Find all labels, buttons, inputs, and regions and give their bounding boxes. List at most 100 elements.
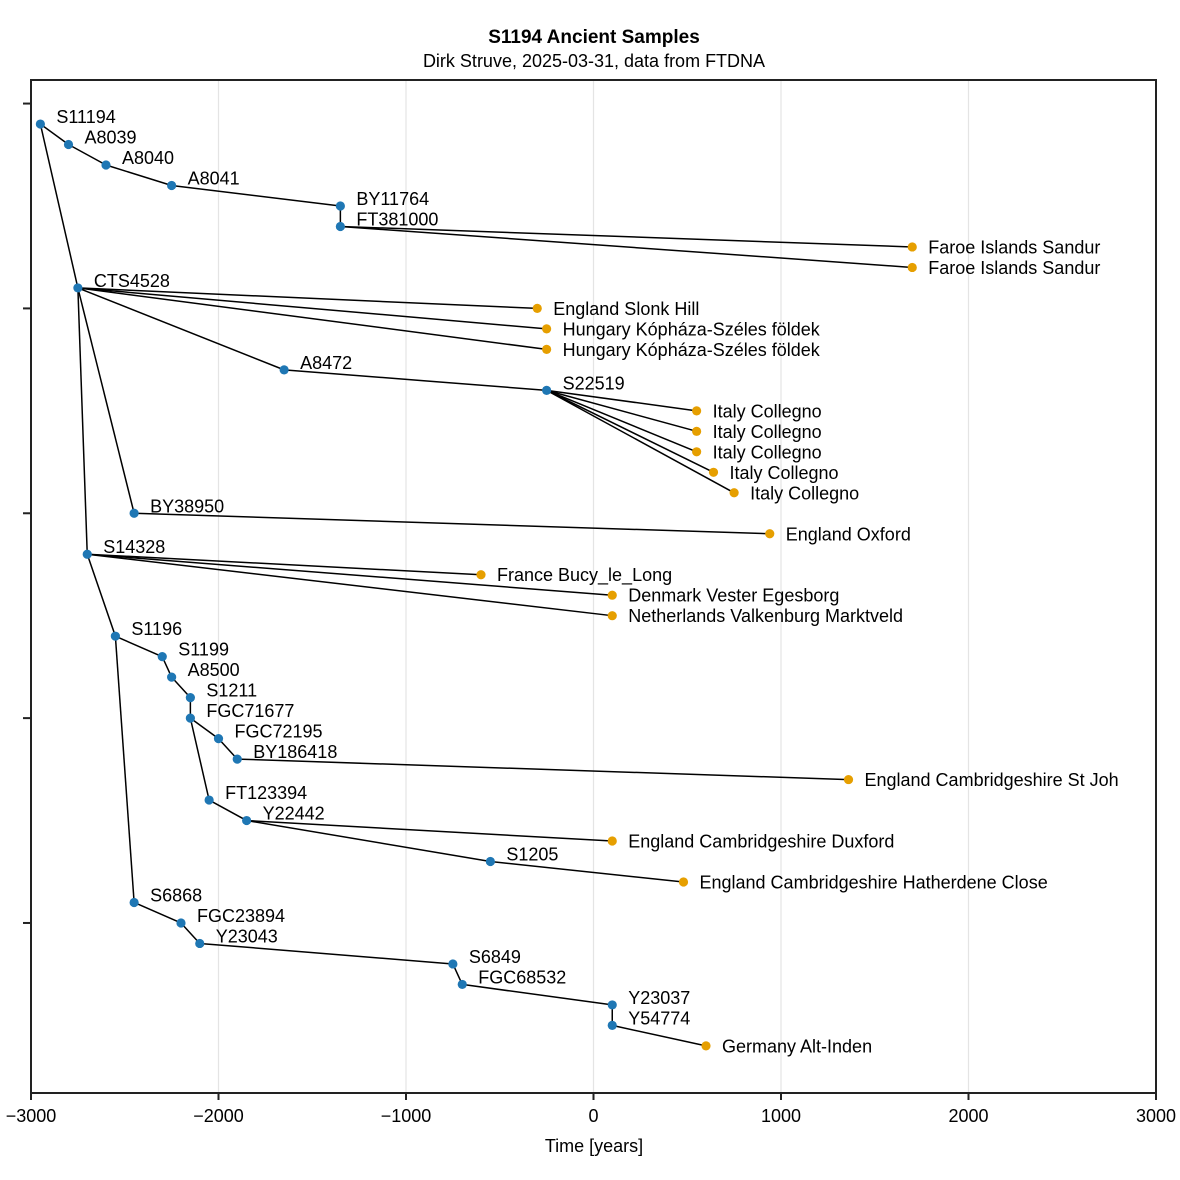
haplogroup-point: [82, 549, 92, 559]
sample-point: [678, 877, 689, 887]
sample-point: [708, 467, 719, 477]
sample-point: [843, 774, 854, 785]
tree-edge: [189, 717, 210, 801]
tree-edge: [77, 287, 547, 351]
haplogroup-point: [195, 938, 205, 949]
tree-edge: [115, 635, 163, 658]
haplogroup-point: [110, 631, 120, 641]
haplogroup-point: [35, 119, 45, 129]
haplogroup-label: A8500: [188, 660, 240, 680]
x-tick-label: 3000: [1136, 1106, 1176, 1126]
haplogroup-point: [185, 693, 195, 703]
sample-label: England Cambridgeshire Duxford: [628, 832, 894, 852]
tree-edge: [105, 164, 172, 187]
haplogroup-point: [335, 221, 345, 232]
sample-label: Faroe Islands Sandur: [928, 237, 1100, 257]
haplogroup-point: [242, 815, 252, 826]
tree-edge: [284, 369, 547, 392]
sample-point: [532, 303, 542, 314]
x-axis-label: Time [years]: [545, 1136, 643, 1156]
tree-nodes: [35, 119, 917, 1051]
haplogroup-point: [73, 283, 83, 293]
haplogroup-point: [167, 180, 177, 191]
haplogroup-label: Y22442: [263, 804, 325, 824]
haplogroup-label: S1211: [206, 681, 257, 701]
tree-edge: [77, 287, 547, 330]
tree-edge: [114, 636, 135, 903]
sample-label: England Slonk Hill: [553, 299, 699, 319]
haplogroup-label: S6868: [150, 885, 202, 905]
haplogroup-label: BY11764: [356, 189, 429, 209]
haplogroup-point: [185, 713, 195, 723]
haplogroup-label: S11194: [56, 107, 115, 127]
tree-edge: [246, 819, 491, 863]
haplogroup-point: [279, 365, 289, 375]
haplogroup-point: [176, 918, 186, 928]
haplogroup-label: FGC72195: [235, 722, 323, 742]
sample-point: [692, 447, 702, 457]
sample-label: Hungary Kópháza-Széles földek: [563, 319, 821, 339]
tree-edge: [546, 389, 697, 433]
x-tick-label: 0: [588, 1106, 598, 1126]
tree-edge: [87, 553, 613, 596]
haplogroup-label: S14328: [103, 537, 165, 557]
sample-label: Italy Collegno: [750, 483, 859, 503]
y-axis-ticks: [23, 102, 31, 924]
haplogroup-label: S1196: [131, 619, 182, 639]
sample-point: [701, 1041, 711, 1051]
haplogroup-label: FGC71677: [206, 701, 294, 721]
sample-label: Denmark Vester Egesborg: [628, 586, 839, 606]
sample-label: Italy Collegno: [713, 401, 822, 421]
haplogroup-label: S6849: [469, 947, 521, 967]
tree-edge: [77, 287, 135, 514]
x-gridlines: [217, 80, 970, 1093]
haplogroup-label: A8039: [85, 128, 137, 148]
tree-edge: [546, 389, 735, 494]
haplogroup-label: CTS4528: [94, 271, 170, 291]
haplogroup-point: [204, 795, 214, 805]
tree-edge: [87, 553, 613, 617]
haplogroup-label: BY186418: [253, 742, 337, 762]
sample-label: Italy Collegno: [730, 463, 839, 483]
haplogroup-point: [167, 672, 177, 682]
sample-label: England Cambridgeshire St Joh: [865, 770, 1119, 790]
tree-edge: [490, 860, 684, 883]
tree-edge: [462, 983, 613, 1006]
tree-edge: [546, 389, 714, 473]
tree-edge: [133, 901, 182, 924]
haplogroup-label: BY38950: [150, 496, 224, 516]
haplogroup-point: [448, 959, 458, 969]
sample-point: [542, 344, 552, 354]
haplogroup-point: [101, 160, 111, 170]
haplogroup-label: FT123394: [225, 783, 307, 803]
sample-point: [692, 406, 702, 416]
tree-edge: [217, 738, 238, 760]
sample-label: Italy Collegno: [713, 442, 822, 462]
sample-label: England Oxford: [786, 524, 911, 544]
haplogroup-label: S1205: [506, 845, 558, 865]
sample-point: [729, 488, 739, 498]
tree-edge: [77, 287, 285, 371]
haplogroup-point: [335, 201, 345, 211]
tree-edge: [180, 922, 201, 944]
sample-label: Netherlands Valkenburg Marktveld: [628, 606, 903, 626]
sample-point: [765, 529, 775, 539]
x-tick-label: −3000: [6, 1106, 57, 1126]
sample-point: [607, 590, 617, 600]
tree-edge: [208, 799, 247, 822]
haplogroup-point: [129, 897, 139, 908]
haplogroup-point: [129, 508, 139, 518]
tree-edge: [39, 123, 79, 289]
chart-subtitle: Dirk Struve, 2025-03-31, data from FTDNA: [423, 51, 765, 71]
haplogroup-label: Y23037: [628, 988, 690, 1008]
haplogroup-point: [213, 734, 224, 744]
tree-edge: [199, 942, 453, 965]
haplogroup-label: A8040: [122, 148, 174, 168]
sample-label: France Bucy_le_Long: [497, 565, 672, 586]
x-tick-label: 1000: [761, 1106, 801, 1126]
tree-edge: [86, 553, 117, 637]
sample-point: [692, 426, 702, 436]
sample-point: [542, 324, 552, 334]
sample-label: Faroe Islands Sandur: [928, 258, 1100, 278]
